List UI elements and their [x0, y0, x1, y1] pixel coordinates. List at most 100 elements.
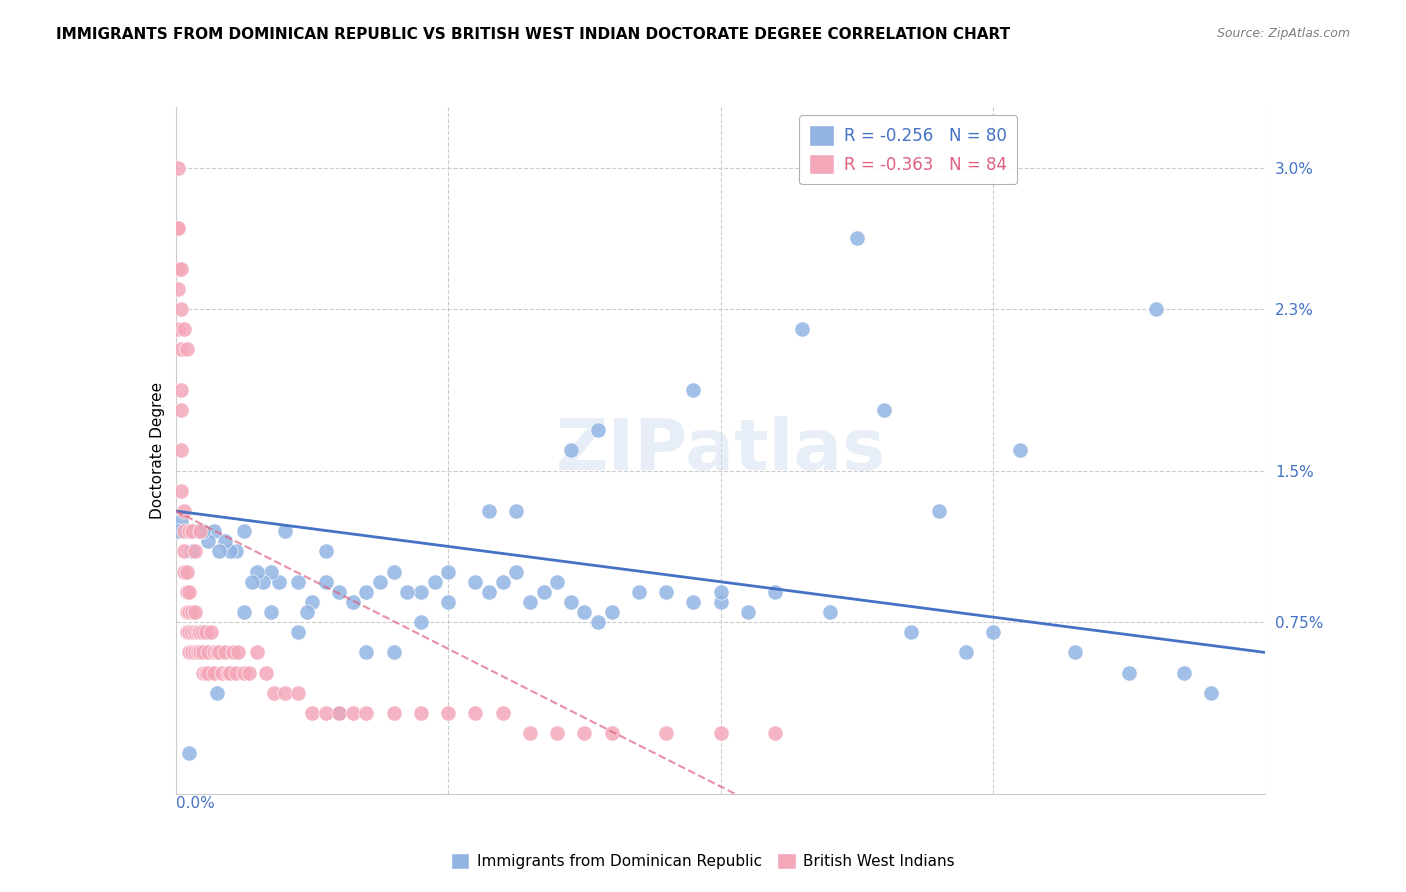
- Point: [287, 625, 309, 640]
- Point: [252, 574, 274, 589]
- Point: [1010, 443, 1032, 458]
- Point: [1199, 686, 1222, 700]
- Point: [328, 585, 350, 599]
- Point: [197, 534, 219, 549]
- Point: [197, 645, 219, 659]
- Point: [179, 585, 201, 599]
- Point: [188, 524, 211, 539]
- Point: [560, 595, 582, 609]
- Point: [219, 544, 242, 558]
- Point: [173, 322, 195, 336]
- Point: [928, 504, 950, 518]
- Point: [240, 574, 263, 589]
- Point: [260, 605, 283, 619]
- Point: [710, 595, 733, 609]
- Point: [533, 585, 555, 599]
- Point: [600, 605, 623, 619]
- Point: [328, 706, 350, 720]
- Point: [170, 301, 193, 316]
- Point: [382, 645, 405, 659]
- Point: [214, 645, 236, 659]
- Legend: Immigrants from Dominican Republic, British West Indians: Immigrants from Dominican Republic, Brit…: [444, 847, 962, 875]
- Point: [342, 706, 364, 720]
- Point: [181, 544, 204, 558]
- Point: [167, 161, 190, 175]
- Point: [179, 524, 201, 539]
- Point: [710, 726, 733, 740]
- Point: [170, 483, 193, 498]
- Point: [219, 665, 242, 680]
- Point: [274, 524, 297, 539]
- Point: [437, 595, 460, 609]
- Point: [202, 645, 225, 659]
- Point: [170, 383, 193, 397]
- Point: [191, 524, 214, 539]
- Point: [186, 524, 209, 539]
- Point: [600, 726, 623, 740]
- Point: [225, 544, 247, 558]
- Point: [818, 605, 841, 619]
- Point: [188, 625, 211, 640]
- Point: [176, 585, 198, 599]
- Point: [546, 574, 568, 589]
- Point: [437, 565, 460, 579]
- Point: [228, 645, 250, 659]
- Point: [217, 665, 239, 680]
- Point: [173, 565, 195, 579]
- Point: [382, 565, 405, 579]
- Point: [845, 231, 868, 245]
- Point: [173, 544, 195, 558]
- Point: [464, 574, 486, 589]
- Point: [167, 221, 190, 235]
- Point: [167, 322, 190, 336]
- Point: [682, 383, 704, 397]
- Point: [170, 343, 193, 357]
- Point: [1063, 645, 1085, 659]
- Point: [981, 625, 1004, 640]
- Point: [246, 645, 269, 659]
- Point: [1144, 301, 1167, 316]
- Point: [627, 585, 650, 599]
- Point: [560, 443, 582, 458]
- Point: [191, 625, 214, 640]
- Point: [356, 585, 378, 599]
- Point: [186, 645, 209, 659]
- Point: [792, 322, 814, 336]
- Point: [505, 504, 527, 518]
- Point: [356, 706, 378, 720]
- Point: [315, 574, 337, 589]
- Point: [232, 605, 254, 619]
- Point: [167, 524, 190, 539]
- Point: [260, 565, 283, 579]
- Point: [232, 524, 254, 539]
- Point: [763, 585, 786, 599]
- Point: [179, 645, 201, 659]
- Point: [574, 605, 596, 619]
- Point: [655, 585, 678, 599]
- Point: [301, 706, 323, 720]
- Point: [287, 574, 309, 589]
- Y-axis label: Doctorate Degree: Doctorate Degree: [149, 382, 165, 519]
- Point: [205, 686, 228, 700]
- Point: [200, 625, 222, 640]
- Point: [409, 706, 432, 720]
- Point: [188, 645, 211, 659]
- Point: [202, 665, 225, 680]
- Point: [232, 665, 254, 680]
- Point: [181, 625, 204, 640]
- Point: [269, 574, 291, 589]
- Point: [437, 706, 460, 720]
- Point: [737, 605, 759, 619]
- Point: [1173, 665, 1195, 680]
- Point: [202, 524, 225, 539]
- Point: [181, 645, 204, 659]
- Point: [682, 595, 704, 609]
- Point: [900, 625, 922, 640]
- Point: [170, 514, 193, 528]
- Point: [181, 524, 204, 539]
- Point: [176, 343, 198, 357]
- Point: [246, 565, 269, 579]
- Text: ZIPatlas: ZIPatlas: [555, 416, 886, 485]
- Point: [176, 605, 198, 619]
- Point: [191, 665, 214, 680]
